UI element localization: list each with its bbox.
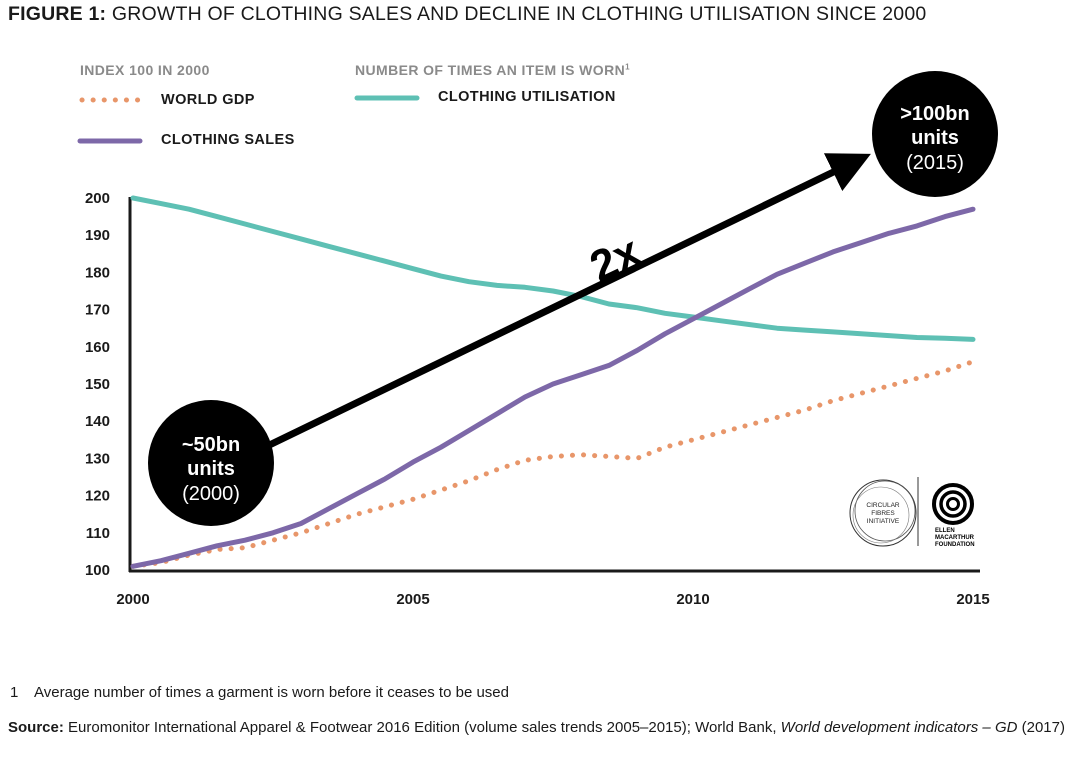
legend-label-world-gdp: WORLD GDP xyxy=(161,92,255,108)
circular-fibres-ring-mid xyxy=(854,480,916,542)
start-badge: ~50bn units (2000) xyxy=(148,400,274,526)
figure-title-lead: FIGURE 1: xyxy=(8,3,107,25)
circular-fibres-logo: CIRCULAR FIBRES INITIATIVE xyxy=(849,479,917,547)
y-tick-label: 130 xyxy=(85,450,110,467)
emf-ring-1 xyxy=(932,483,974,525)
y-tick-label: 100 xyxy=(85,562,110,579)
emf-text-3: FOUNDATION xyxy=(935,542,975,548)
source-note: Source: Euromonitor International Appare… xyxy=(8,717,1073,738)
x-tick-label: 2015 xyxy=(956,591,989,608)
emf-ring-2 xyxy=(939,490,967,518)
y-tick-label: 140 xyxy=(85,413,110,430)
end-badge-line2: units xyxy=(911,127,959,149)
emf-text-1: ELLEN xyxy=(935,528,955,534)
ellen-macarthur-logo: ELLEN MACARTHUR FOUNDATION xyxy=(932,483,975,548)
x-tick-label: 2010 xyxy=(676,591,709,608)
series-line-world-gdp xyxy=(130,359,976,569)
footnote: 1 Average number of times a garment is wo… xyxy=(10,684,509,701)
end-badge-line3: (2015) xyxy=(906,152,964,174)
figure-title: FIGURE 1: GROWTH OF CLOTHING SALES AND D… xyxy=(8,3,926,26)
source-text: Euromonitor International Apparel & Foot… xyxy=(68,719,777,736)
legend-label-clothing-utilisation: CLOTHING UTILISATION xyxy=(438,89,616,105)
legend-label-clothing-sales: CLOTHING SALES xyxy=(161,132,295,148)
x-tick-label: 2000 xyxy=(116,591,149,608)
footnote-text: Average number of times a garment is wor… xyxy=(34,684,509,701)
legend-right-heading-text: NUMBER OF TIMES AN ITEM IS WORN xyxy=(355,62,626,78)
x-tick-label: 2005 xyxy=(396,591,429,608)
figure-title-text: GROWTH OF CLOTHING SALES AND DECLINE IN … xyxy=(111,3,927,25)
legend-right-heading: NUMBER OF TIMES AN ITEM IS WORN1 xyxy=(355,62,630,78)
circular-fibres-text-1: CIRCULAR xyxy=(866,502,900,509)
arrow-label-2x: 2x xyxy=(583,226,649,291)
x-tick-labels: 2000 2005 2010 2015 xyxy=(116,591,989,608)
circular-fibres-ring-outer xyxy=(849,479,917,547)
source-tail: (2017) xyxy=(1021,719,1065,736)
legend-footnote-marker: 1 xyxy=(625,62,630,72)
start-badge-line2: units xyxy=(187,458,235,480)
emf-ring-3 xyxy=(946,497,960,511)
y-tick-label: 160 xyxy=(85,339,110,356)
start-badge-circle xyxy=(148,400,274,526)
emf-text-2: MACARTHUR xyxy=(935,535,975,541)
circular-fibres-ring-inner xyxy=(852,486,910,544)
y-tick-labels: 100 110 120 130 140 150 160 170 180 190 200 xyxy=(85,190,110,579)
y-tick-label: 190 xyxy=(85,227,110,244)
end-badge-line1: >100bn xyxy=(900,103,969,125)
footnote-number: 1 xyxy=(10,684,19,701)
series-lines xyxy=(130,195,976,569)
y-tick-label: 180 xyxy=(85,264,110,281)
source-italic: World development indicators – GD xyxy=(780,719,1018,736)
end-badge-circle xyxy=(872,71,998,197)
y-tick-label: 110 xyxy=(86,525,110,542)
circular-fibres-text-2: FIBRES xyxy=(871,510,895,517)
series-line-clothing-sales xyxy=(130,206,976,569)
start-badge-line3: (2000) xyxy=(182,483,240,505)
legend-left-heading: INDEX 100 IN 2000 xyxy=(80,62,210,78)
y-tick-label: 170 xyxy=(85,302,110,319)
end-badge: >100bn units (2015) xyxy=(872,71,998,197)
y-tick-label: 150 xyxy=(85,376,110,393)
source-label: Source: xyxy=(8,719,64,736)
y-tick-label: 120 xyxy=(85,488,110,505)
start-badge-line1: ~50bn xyxy=(182,434,240,456)
series-line-clothing-utilisation xyxy=(130,195,976,342)
circular-fibres-text-3: INITIATIVE xyxy=(867,518,900,525)
y-tick-label: 200 xyxy=(85,190,110,207)
growth-arrow xyxy=(253,153,871,456)
